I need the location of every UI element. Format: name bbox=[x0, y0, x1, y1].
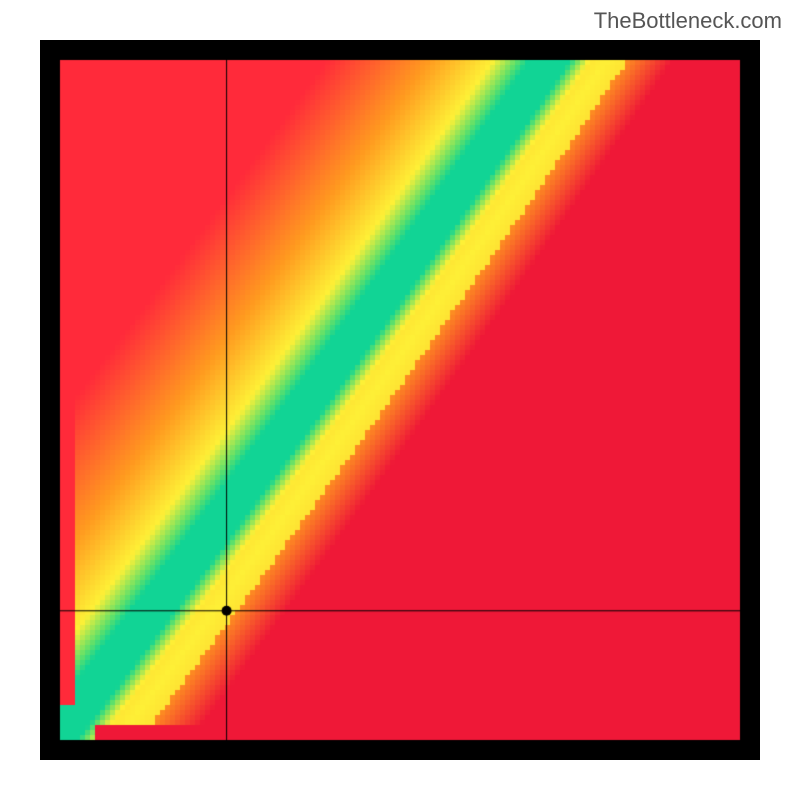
watermark-text: TheBottleneck.com bbox=[594, 8, 782, 34]
heatmap-plot bbox=[40, 40, 760, 760]
chart-container: TheBottleneck.com bbox=[0, 0, 800, 800]
heatmap-canvas bbox=[40, 40, 760, 760]
